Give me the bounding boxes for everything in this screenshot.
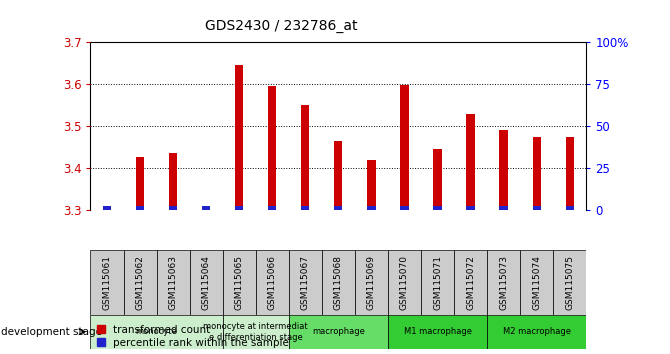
Bar [190,250,222,315]
Bar [302,105,310,206]
Bar [466,206,475,210]
Bar [533,137,541,206]
Bar [565,137,574,206]
Bar [90,250,123,315]
Text: GSM115064: GSM115064 [202,255,210,310]
Bar [235,206,243,210]
Text: monocyte: monocyte [135,327,178,336]
Bar [90,315,222,349]
Text: GSM115071: GSM115071 [433,255,442,310]
Text: GDS2430 / 232786_at: GDS2430 / 232786_at [205,19,358,34]
Bar [157,250,190,315]
Text: GSM115069: GSM115069 [367,255,376,310]
Bar [520,250,553,315]
Text: GSM115067: GSM115067 [301,255,310,310]
Text: GSM115062: GSM115062 [135,255,145,310]
Bar [401,206,409,210]
Text: GSM115066: GSM115066 [268,255,277,310]
Bar [401,85,409,206]
Bar [500,130,508,206]
Bar [334,206,342,210]
Bar [222,315,289,349]
Text: GSM115075: GSM115075 [565,255,574,310]
Bar [289,315,388,349]
Bar [533,206,541,210]
Text: development stage: development stage [1,327,103,337]
Bar [202,206,210,210]
Text: GSM115068: GSM115068 [334,255,343,310]
Bar [553,250,586,315]
Text: GSM115065: GSM115065 [234,255,244,310]
Bar [487,315,586,349]
Text: GSM115070: GSM115070 [400,255,409,310]
Text: GSM115061: GSM115061 [103,255,111,310]
Bar [334,141,342,206]
Bar [169,206,177,210]
Bar [454,250,487,315]
Bar [268,86,276,206]
Bar [103,206,111,210]
Bar [355,250,388,315]
Bar [289,250,322,315]
Bar [466,114,475,206]
Text: monocyte at intermediat
e differentiation stage: monocyte at intermediat e differentiatio… [204,322,308,342]
Bar [487,250,520,315]
Bar [256,250,289,315]
Bar [367,160,375,206]
Bar [136,206,144,210]
Bar [136,158,144,206]
Bar [268,206,276,210]
Text: GSM115072: GSM115072 [466,255,475,310]
Bar [433,206,442,210]
Bar [123,250,157,315]
Text: macrophage: macrophage [312,327,364,336]
Bar [322,250,355,315]
Text: M2 macrophage: M2 macrophage [502,327,571,336]
Text: GSM115073: GSM115073 [499,255,508,310]
Text: M1 macrophage: M1 macrophage [403,327,472,336]
Bar [302,206,310,210]
Text: GSM115063: GSM115063 [169,255,178,310]
Text: GSM115074: GSM115074 [532,255,541,310]
Bar [169,153,177,206]
Bar [367,206,375,210]
Legend: transformed count, percentile rank within the sample: transformed count, percentile rank withi… [96,324,290,349]
Bar [421,250,454,315]
Bar [500,206,508,210]
Bar [565,206,574,210]
Bar [235,65,243,206]
Bar [388,250,421,315]
Bar [433,149,442,206]
Bar [222,250,256,315]
Bar [388,315,487,349]
